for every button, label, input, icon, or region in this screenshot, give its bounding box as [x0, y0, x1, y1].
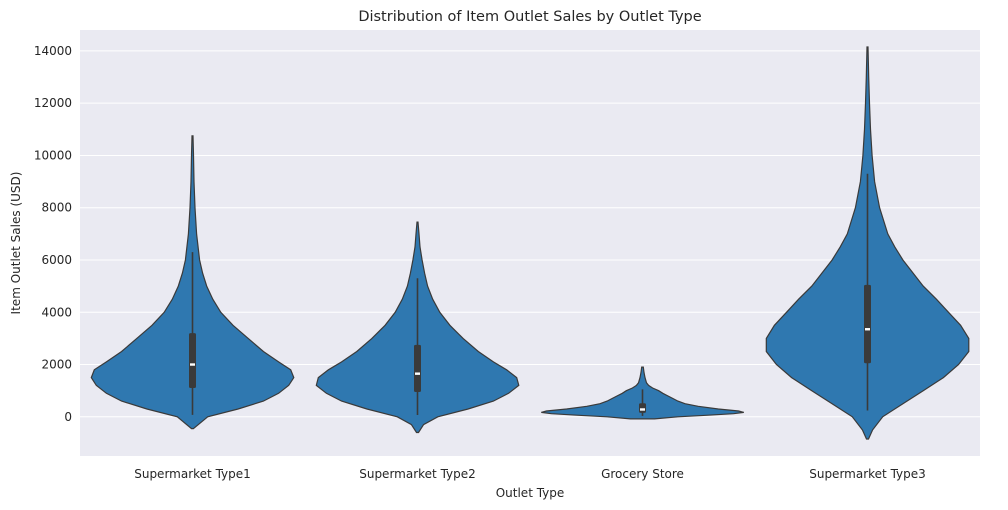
- y-tick-label: 10000: [34, 148, 72, 162]
- violin-iqr-box: [864, 284, 871, 364]
- x-tick-label: Supermarket Type1: [134, 467, 251, 481]
- y-tick-labels: 0 2000 4000 6000 8000 10000 12000 14000: [34, 44, 72, 424]
- violin-iqr-box: [639, 403, 646, 413]
- violin-iqr-box: [414, 344, 421, 392]
- x-tick-label: Grocery Store: [601, 467, 684, 481]
- y-tick-label: 0: [64, 410, 72, 424]
- violin-median: [865, 328, 870, 331]
- chart-title: Distribution of Item Outlet Sales by Out…: [358, 9, 701, 25]
- y-tick-label: 12000: [34, 96, 72, 110]
- violin-iqr-box: [189, 333, 196, 389]
- y-tick-label: 2000: [41, 358, 72, 372]
- violins: [90, 46, 970, 440]
- y-tick-label: 8000: [41, 201, 72, 215]
- y-tick-label: 6000: [41, 253, 72, 267]
- x-tick-labels: Supermarket Type1 Supermarket Type2 Grocer…: [134, 467, 926, 481]
- y-tick-label: 4000: [41, 305, 72, 319]
- x-tick-label: Supermarket Type2: [359, 467, 476, 481]
- violin-median: [190, 363, 195, 366]
- violin-median: [415, 372, 420, 375]
- y-axis-label: Item Outlet Sales (USD): [9, 172, 23, 315]
- violin-median: [640, 408, 645, 411]
- x-axis-label: Outlet Type: [496, 486, 565, 500]
- x-tick-label: Supermarket Type3: [809, 467, 926, 481]
- y-tick-label: 14000: [34, 44, 72, 58]
